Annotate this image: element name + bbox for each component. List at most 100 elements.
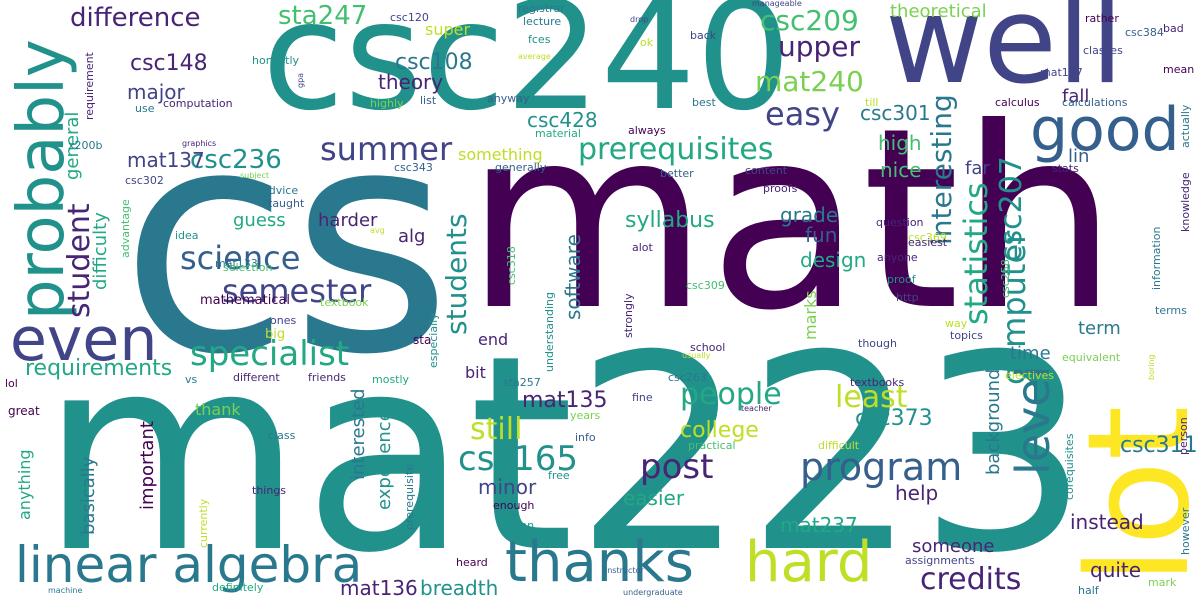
word: average — [518, 52, 551, 61]
word: ones — [270, 314, 297, 327]
word: alot — [632, 241, 653, 254]
word: instead — [1070, 510, 1144, 534]
word: csc373 — [855, 406, 933, 431]
word: mat240 — [755, 65, 864, 98]
word: highly — [370, 97, 404, 110]
word: information — [1150, 226, 1163, 291]
word: mark — [1148, 576, 1177, 589]
word: terms — [1155, 304, 1187, 317]
word: advantage — [119, 199, 132, 258]
word: csc263 — [668, 371, 707, 384]
word: statistics — [957, 182, 995, 325]
word: always — [628, 124, 666, 137]
word: software — [561, 234, 585, 320]
word: textbooks — [850, 376, 905, 389]
word: proofs — [763, 182, 798, 195]
word: least — [835, 380, 908, 415]
word: mat135 — [522, 388, 608, 413]
word: http — [896, 291, 919, 304]
word: use — [135, 102, 155, 115]
word: list — [420, 94, 437, 107]
word: difference — [70, 3, 201, 33]
word: csc428 — [527, 108, 598, 132]
word: avg — [370, 226, 385, 235]
word: undergraduate — [623, 588, 683, 597]
word: knowledge — [1179, 172, 1192, 232]
word: well — [885, 0, 1124, 111]
word: semester — [222, 272, 372, 310]
word: csc236 — [190, 145, 282, 175]
word: till — [865, 96, 879, 109]
word: minor — [478, 475, 537, 499]
word: easy — [765, 95, 840, 133]
word: high — [878, 131, 922, 155]
word: especially — [427, 313, 440, 368]
word: people — [680, 377, 782, 412]
word: calculus — [995, 96, 1040, 109]
word: equivalent — [1062, 351, 1121, 364]
word: csc120 — [390, 11, 429, 24]
word: ok — [640, 36, 654, 49]
word: grade — [780, 203, 839, 227]
word: graphics — [182, 139, 217, 148]
word: lol — [5, 377, 18, 390]
word: students — [440, 213, 473, 335]
word: interested — [348, 388, 369, 480]
word: selection — [223, 261, 273, 274]
word: boring — [1147, 354, 1156, 380]
word: far — [965, 158, 990, 179]
word: interesting — [925, 94, 958, 245]
word: understanding — [543, 292, 556, 372]
word: anyway — [487, 92, 530, 105]
word: mat237 — [780, 513, 858, 537]
word: important — [137, 421, 158, 510]
word: hard — [745, 530, 873, 595]
word: usually — [682, 351, 711, 360]
word: class — [268, 429, 296, 442]
word: sta247 — [278, 1, 368, 31]
word: upper — [778, 30, 861, 63]
word: post — [640, 447, 714, 487]
word: stats — [1052, 162, 1079, 175]
word: bit — [465, 363, 486, 382]
word: super — [425, 20, 471, 39]
word: fall — [1062, 86, 1090, 107]
word: topics — [950, 329, 983, 342]
word: major — [127, 80, 185, 104]
word: alg — [398, 226, 426, 247]
word: x200b — [68, 139, 103, 152]
word: material — [535, 127, 581, 140]
word: definitely — [212, 581, 264, 594]
word: classes — [1083, 44, 1123, 57]
word: fun — [805, 223, 838, 247]
word: marks — [801, 290, 820, 340]
word: csc207 — [994, 156, 1029, 262]
word: syllabus — [625, 208, 715, 233]
word: mat223 — [40, 297, 1090, 600]
word: csc301 — [860, 101, 931, 125]
word: best — [692, 96, 716, 109]
word: calculations — [1062, 96, 1128, 109]
word: heard — [456, 556, 488, 569]
word: summer — [320, 130, 453, 168]
word: term — [1078, 318, 1121, 339]
word: different — [233, 371, 280, 384]
word: csc302 — [125, 174, 164, 187]
word: mat136 — [340, 576, 418, 600]
word: something — [458, 145, 543, 164]
word: csc318 — [505, 246, 518, 285]
word: credits — [920, 562, 1022, 597]
word: help — [895, 481, 939, 505]
word: end — [478, 330, 509, 349]
word: time — [1010, 343, 1051, 364]
word: cs — [120, 62, 452, 423]
word: still — [470, 412, 523, 447]
word: manageable — [752, 0, 802, 8]
word: things — [252, 484, 287, 497]
word: registrar — [518, 2, 565, 15]
word: requirements — [25, 356, 173, 381]
word: teacher — [741, 404, 772, 413]
word: good — [1030, 95, 1180, 165]
word: drop — [630, 15, 649, 24]
